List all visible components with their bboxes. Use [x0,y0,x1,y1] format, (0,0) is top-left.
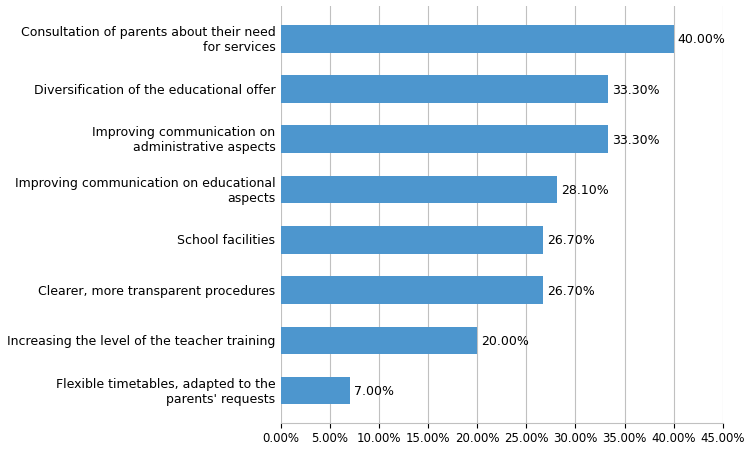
Text: 7.00%: 7.00% [353,384,393,397]
Text: 28.10%: 28.10% [561,184,608,197]
Text: 20.00%: 20.00% [481,334,529,347]
Bar [281,176,556,204]
Text: 26.70%: 26.70% [547,234,595,247]
Text: 26.70%: 26.70% [547,284,595,297]
Bar [281,226,543,254]
Bar [281,327,478,354]
Bar [281,76,608,104]
Bar [281,276,543,304]
Text: 40.00%: 40.00% [678,33,726,46]
Bar [281,126,608,154]
Text: 33.30%: 33.30% [612,83,660,97]
Bar [281,26,674,54]
Bar [281,377,350,405]
Text: 33.30%: 33.30% [612,133,660,147]
